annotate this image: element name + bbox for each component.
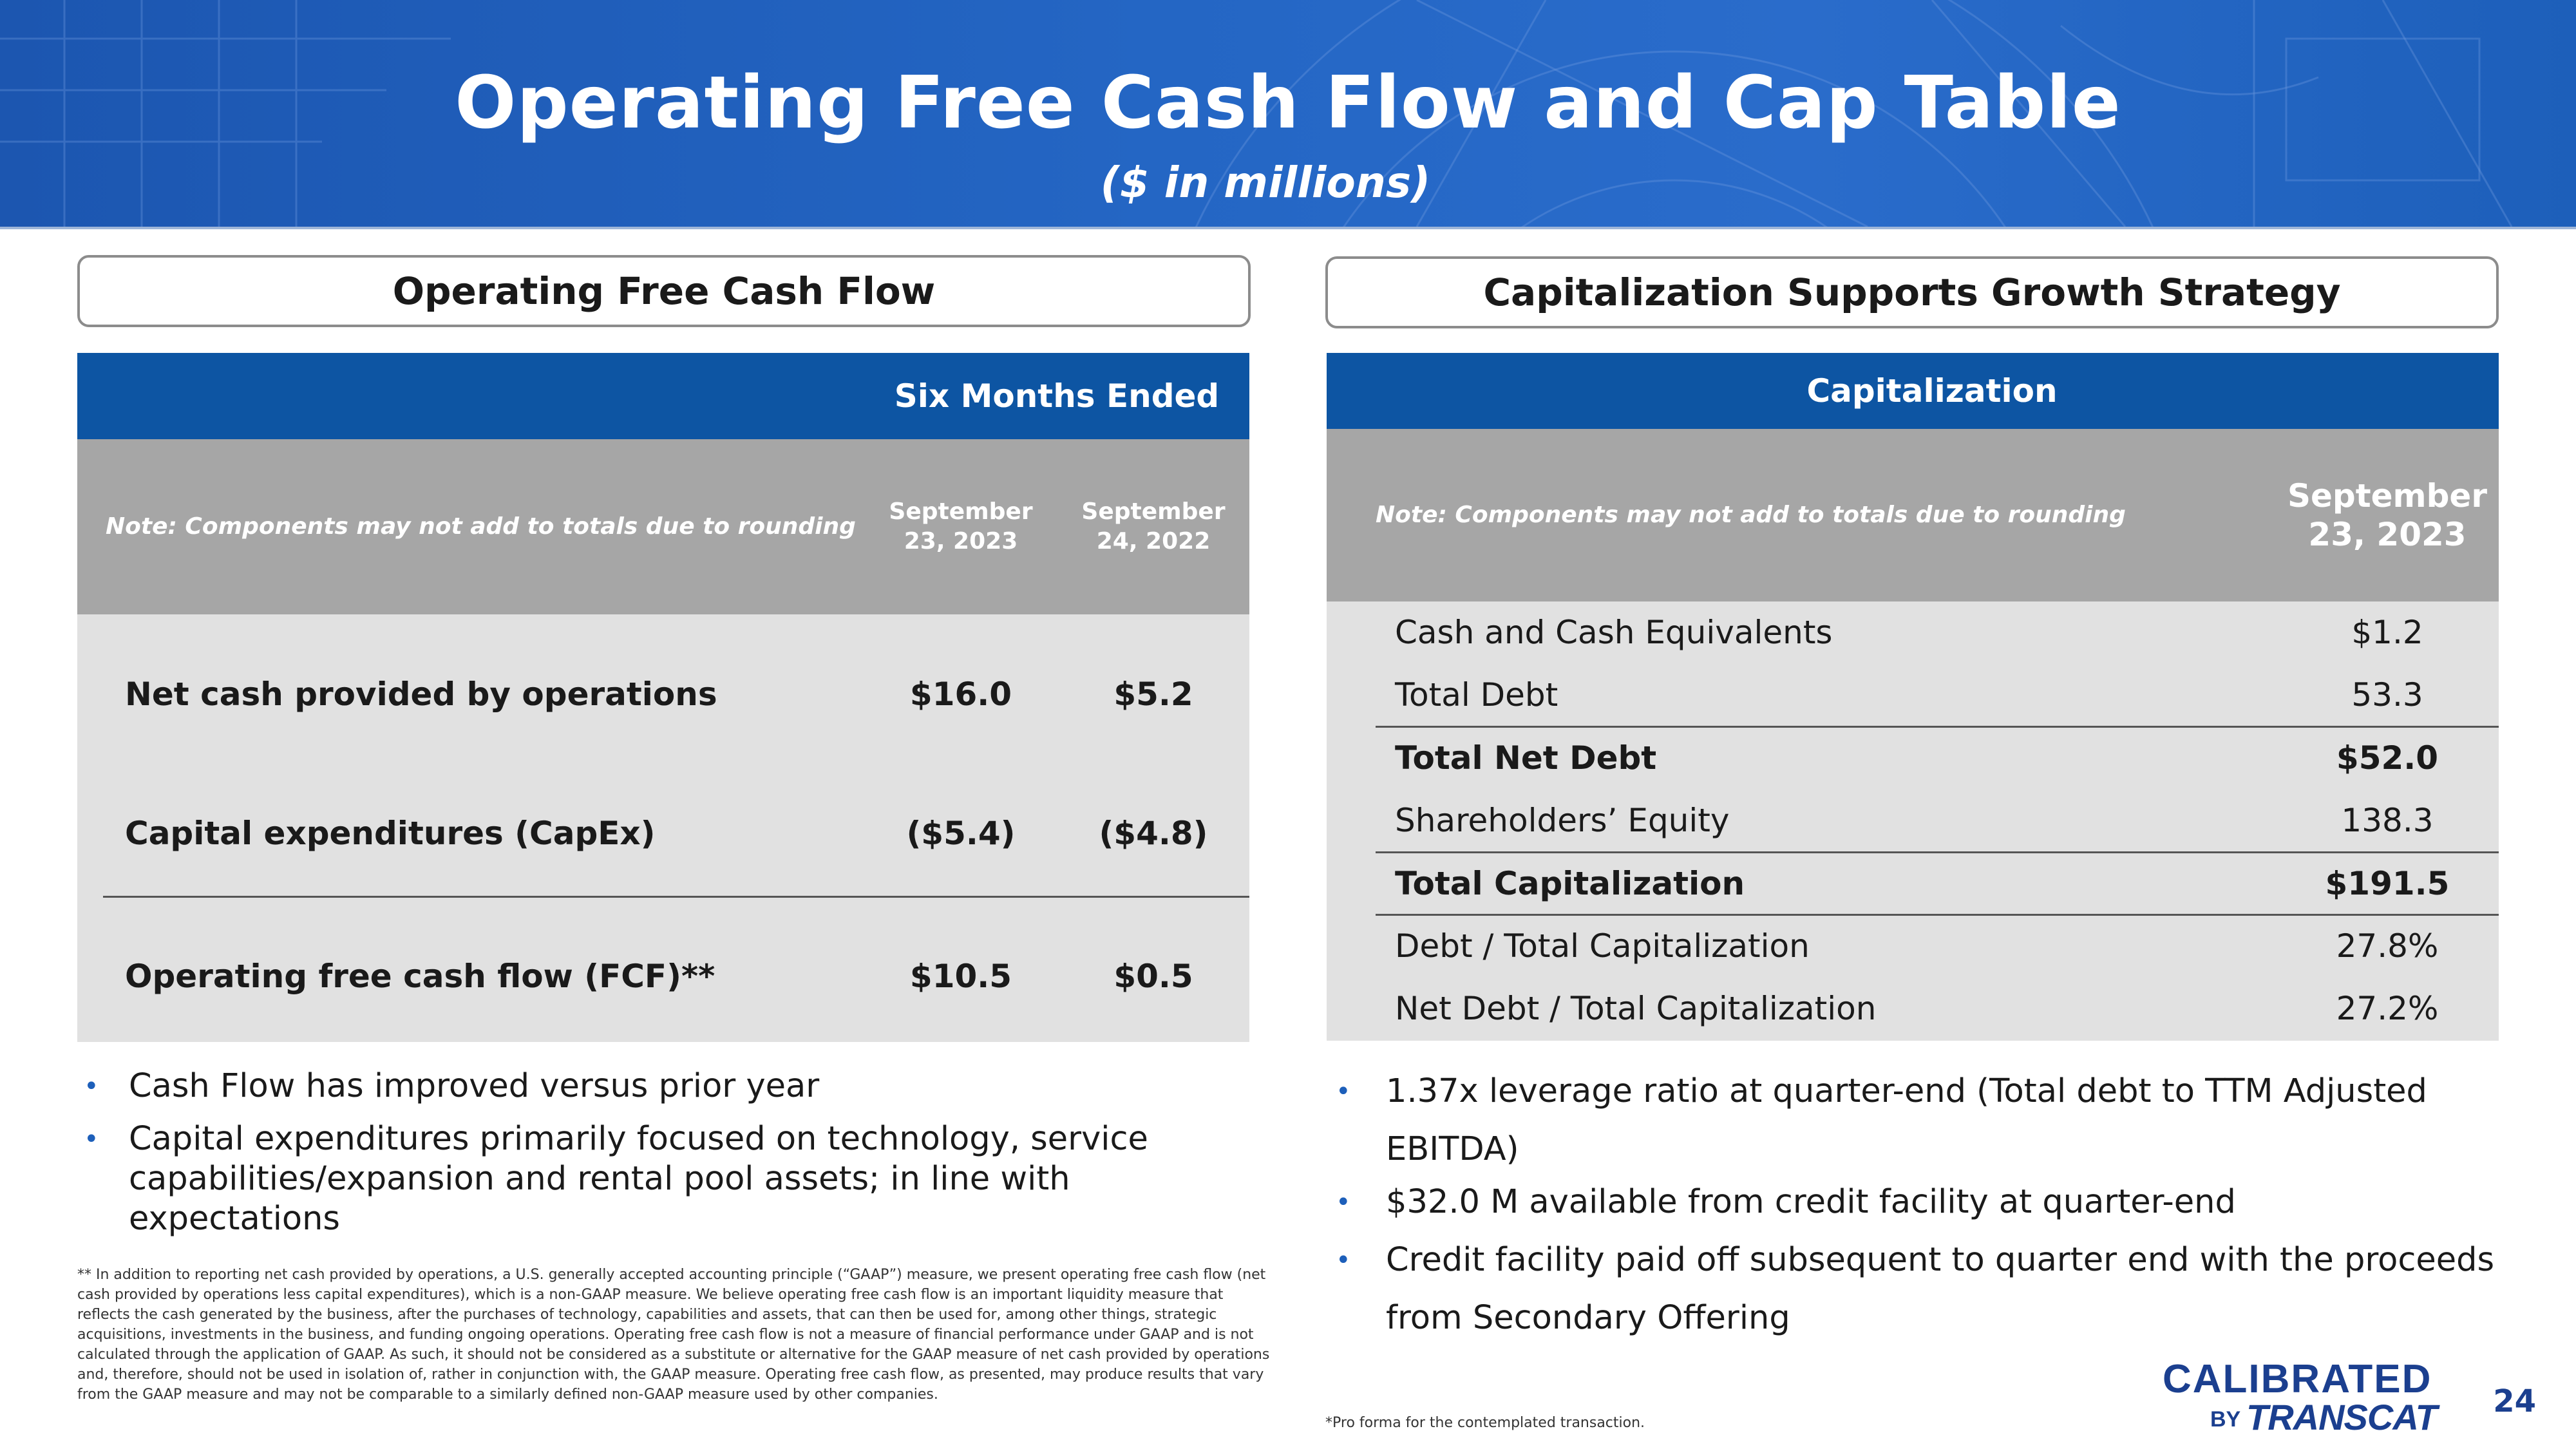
cap-row-label: Total Net Debt [1395, 739, 1657, 777]
fcf-row-value-2023: $10.5 [909, 958, 1012, 995]
cap-row-value: $1.2 [2351, 614, 2423, 651]
right-bullet-text: Credit facility paid off subsequent to q… [1386, 1241, 2495, 1337]
cap-row-value: 27.8% [2336, 927, 2439, 965]
fcf-body [77, 614, 1249, 1042]
fcf-subheader-row [77, 439, 1249, 614]
fcf-row-value-2023: $16.0 [909, 676, 1012, 713]
page-number: 24 [2493, 1383, 2536, 1419]
cap-row-label: Cash and Cash Equivalents [1395, 614, 1833, 651]
right-bullet: • $32.0 M available from credit facility… [1336, 1173, 2495, 1231]
bullet-icon: • [84, 1124, 99, 1154]
cap-row-divider [1376, 914, 2499, 916]
page-subtitle: ($ in millions) [1100, 158, 1431, 207]
cap-col-2023-label: September 23, 2023 [2287, 477, 2487, 553]
logo-calibrated: CALIBRATED [2163, 1357, 2432, 1401]
cap-subheader-row [1327, 429, 2499, 601]
fcf-col-2022: September 24, 2022 [1057, 439, 1249, 614]
fcf-row-label: Operating free cash flow (FCF)** [125, 958, 715, 995]
cap-row-value: 53.3 [2351, 676, 2423, 714]
cap-row-value: $191.5 [2325, 864, 2450, 902]
bullet-icon: • [1336, 1245, 1351, 1275]
left-bullet-text: Cash Flow has improved versus prior year [129, 1067, 820, 1105]
header-banner: Operating Free Cash Flow and Cap Table (… [0, 0, 2576, 229]
fcf-row-label: Capital expenditures (CapEx) [125, 815, 656, 852]
fcf-header-row [77, 353, 1249, 439]
fcf-group-header: Six Months Ended [894, 377, 1220, 415]
cap-group-header: Capitalization [1806, 372, 2058, 410]
cap-row-label: Debt / Total Capitalization [1395, 927, 1810, 965]
right-bullet: • Credit facility paid off subsequent to… [1336, 1231, 2495, 1347]
bullet-icon: • [1336, 1188, 1351, 1217]
cap-row-label: Shareholders’ Equity [1395, 802, 1730, 840]
page-title: Operating Free Cash Flow and Cap Table [455, 61, 2121, 145]
fcf-col-2022-label: September 24, 2022 [1081, 498, 1226, 554]
fcf-row-label: Net cash provided by operations [125, 676, 717, 713]
cap-row-label: Total Debt [1395, 676, 1558, 714]
cap-row-label: Total Capitalization [1395, 864, 1745, 902]
cap-note: Note: Components may not add to totals d… [1376, 502, 2126, 528]
right-footnote: *Pro forma for the contemplated transact… [1325, 1415, 1645, 1431]
left-bullet: • Cash Flow has improved versus prior ye… [84, 1066, 1179, 1106]
fcf-row-value-2022: ($4.8) [1099, 815, 1208, 852]
cap-row-divider [1376, 851, 2499, 853]
fcf-note: Note: Components may not add to totals d… [106, 513, 856, 540]
bullet-icon: • [1336, 1077, 1351, 1106]
bullet-icon: • [84, 1072, 99, 1101]
section-title-capitalization: Capitalization Supports Growth Strategy [1325, 256, 2499, 328]
right-bullet-text: 1.37x leverage ratio at quarter-end (Tot… [1386, 1072, 2427, 1168]
cap-row-value: 138.3 [2341, 802, 2434, 840]
cap-row-value: 27.2% [2336, 990, 2439, 1028]
cap-body [1327, 601, 2499, 1041]
blueprint-background [0, 0, 2513, 227]
cap-row-label: Net Debt / Total Capitalization [1395, 990, 1877, 1028]
fcf-row-value-2022: $5.2 [1113, 676, 1193, 713]
fcf-table: Six Months Ended Note: Components may no… [77, 353, 1249, 1042]
cap-table: Capitalization Note: Components may not … [1327, 353, 2499, 1041]
cap-row-value: $52.0 [2336, 739, 2439, 777]
logo-transcat: TRANSCAT [2246, 1397, 2438, 1437]
fcf-divider [103, 896, 1249, 898]
right-bullet: • 1.37x leverage ratio at quarter-end (T… [1336, 1063, 2495, 1179]
fcf-row-value-2022: $0.5 [1113, 958, 1193, 995]
cap-col-2023: September 23, 2023 [2276, 429, 2499, 601]
section-title-fcf: Operating Free Cash Flow [77, 255, 1251, 327]
fcf-row-value-2023: ($5.4) [906, 815, 1016, 852]
fcf-col-2023-label: September 23, 2023 [889, 498, 1033, 554]
left-footnote: ** In addition to reporting net cash pro… [77, 1267, 1270, 1403]
right-bullet-text: $32.0 M available from credit facility a… [1386, 1183, 2236, 1221]
cap-header-row [1327, 353, 2499, 429]
left-bullet-text: Capital expenditures primarily focused o… [129, 1120, 1148, 1238]
fcf-col-2023: September 23, 2023 [864, 439, 1057, 614]
transcat-logo: CALIBRATED BY TRANSCAT [2163, 1359, 2459, 1436]
logo-by: BY [2210, 1407, 2241, 1432]
cap-row-divider [1376, 725, 2499, 728]
left-bullet: • Capital expenditures primarily focused… [84, 1119, 1179, 1239]
